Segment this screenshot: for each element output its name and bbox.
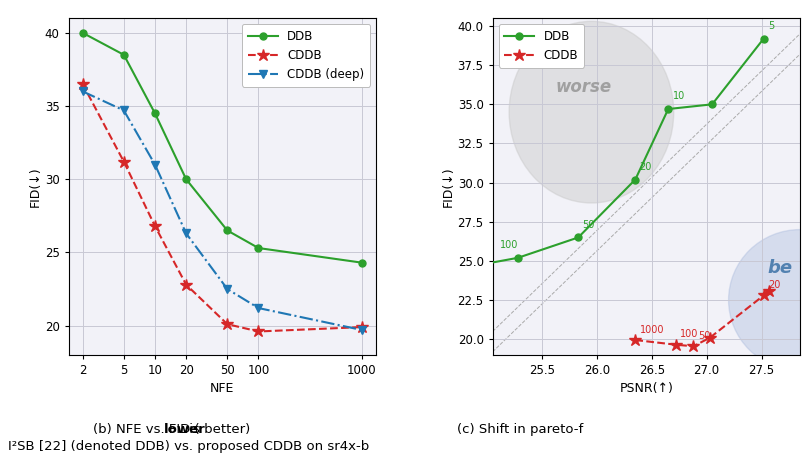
CDDB [705, 335, 715, 340]
Y-axis label: FID(↓): FID(↓) [442, 166, 455, 207]
X-axis label: NFE: NFE [210, 383, 234, 395]
Line: DDB: DDB [79, 30, 365, 266]
Text: 20: 20 [768, 280, 781, 290]
CDDB [222, 321, 232, 327]
Text: 100: 100 [680, 329, 699, 339]
Text: (b) NFE vs. FID (: (b) NFE vs. FID ( [93, 424, 200, 436]
CDDB (deep) [150, 162, 160, 167]
DDB [663, 106, 673, 112]
Ellipse shape [509, 21, 674, 203]
DDB [222, 228, 232, 233]
Legend: DDB, CDDB: DDB, CDDB [499, 24, 584, 68]
DDB [119, 52, 128, 57]
CDDB (deep) [181, 231, 191, 236]
Y-axis label: FID(↓): FID(↓) [29, 166, 42, 207]
Text: I²SB [22] (denoted DDB) vs. proposed CDDB on sr4x-b: I²SB [22] (denoted DDB) vs. proposed CDD… [8, 440, 369, 453]
Text: 10: 10 [672, 91, 685, 101]
Text: 100: 100 [500, 240, 519, 250]
CDDB [764, 288, 774, 293]
DDB [150, 111, 160, 116]
Text: 50: 50 [698, 331, 710, 341]
DDB [357, 260, 367, 265]
DDB [411, 274, 421, 279]
CDDB (deep) [119, 108, 128, 113]
DDB [254, 245, 263, 251]
CDDB (deep) [78, 89, 87, 94]
Line: DDB: DDB [412, 35, 767, 280]
Legend: DDB, CDDB, CDDB (deep): DDB, CDDB, CDDB (deep) [242, 24, 370, 87]
Line: CDDB: CDDB [77, 78, 368, 338]
Line: CDDB: CDDB [629, 284, 776, 353]
DDB [574, 235, 583, 240]
DDB [181, 177, 191, 182]
CDDB [759, 293, 768, 298]
DDB [759, 36, 768, 41]
Text: lower: lower [164, 424, 206, 436]
CDDB [630, 337, 640, 343]
Text: 20: 20 [640, 162, 652, 172]
CDDB [150, 223, 160, 229]
Text: 5: 5 [768, 21, 774, 31]
CDDB [671, 342, 681, 348]
CDDB [688, 344, 698, 349]
Ellipse shape [729, 230, 808, 370]
DDB [630, 177, 640, 182]
CDDB (deep) [222, 286, 232, 292]
Text: 1000: 1000 [640, 324, 664, 334]
X-axis label: PSNR(↑): PSNR(↑) [620, 383, 673, 395]
CDDB (deep) [254, 305, 263, 311]
Line: CDDB (deep): CDDB (deep) [78, 87, 366, 334]
CDDB [357, 324, 367, 330]
DDB [78, 30, 87, 35]
CDDB (deep) [357, 327, 367, 333]
Text: worse: worse [555, 78, 612, 96]
DDB [707, 101, 717, 107]
CDDB [181, 282, 191, 288]
Text: be: be [767, 259, 792, 278]
CDDB [78, 81, 87, 87]
Text: is better): is better) [185, 424, 250, 436]
CDDB [254, 329, 263, 334]
Text: (c) Shift in pareto-f: (c) Shift in pareto-f [457, 424, 583, 436]
CDDB [119, 159, 128, 164]
Text: 50: 50 [583, 220, 595, 230]
DDB [513, 255, 523, 261]
Text: 1000: 1000 [0, 454, 1, 455]
